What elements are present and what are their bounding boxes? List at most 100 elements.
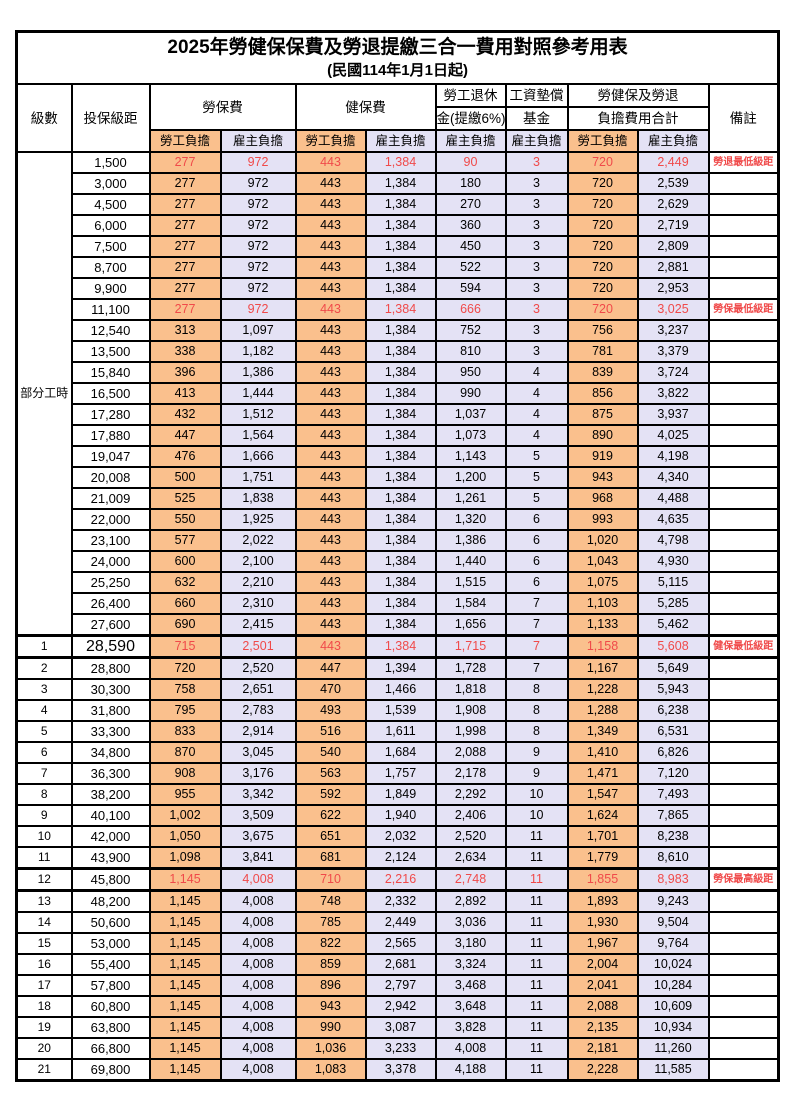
bracket-cell: 7,500: [70, 235, 151, 258]
wage-fund-employer-cell: 7: [504, 656, 569, 680]
health-employee-cell: 443: [294, 445, 367, 468]
table-body: 部分工時 1,500 277 972 443 1,384 90 3 720 2,449 勞退最低級距…: [15, 151, 780, 1082]
subheader-total-employee: 勞工負擔: [566, 129, 639, 153]
labor-employer-cell: 2,210: [219, 571, 297, 594]
total-employer-cell: 4,488: [636, 487, 710, 510]
remark-cell: [707, 846, 780, 870]
remark-cell: [707, 656, 780, 680]
total-employer-cell: 2,539: [636, 172, 710, 195]
labor-employee-cell: 1,002: [148, 804, 222, 827]
total-employer-cell: 4,025: [636, 424, 710, 447]
wage-fund-employer-cell: 4: [504, 361, 569, 384]
remark-cell: 健保最低級距: [707, 634, 780, 659]
level-cell: 5: [15, 720, 73, 743]
health-employer-cell: 1,384: [364, 256, 437, 279]
table-row: 20 66,800 1,145 4,008 1,036 3,233 4,008 11 2,181…: [15, 1037, 780, 1060]
header-total-line2: 負擔費用合計: [566, 106, 710, 131]
health-employee-cell: 785: [294, 911, 367, 934]
health-employer-cell: 1,384: [364, 424, 437, 447]
remark-cell: [707, 361, 780, 384]
total-employer-cell: 5,115: [636, 571, 710, 594]
labor-employee-cell: 432: [148, 403, 222, 426]
pension-employer-cell: 2,892: [434, 889, 507, 913]
table-row: 8 38,200 955 3,342 592 1,849 2,292 10 1,547 7,493: [15, 783, 780, 806]
labor-employee-cell: 396: [148, 361, 222, 384]
remark-cell: [707, 911, 780, 934]
remark-cell: [707, 403, 780, 426]
total-employee-cell: 1,167: [566, 656, 639, 680]
health-employee-cell: 859: [294, 953, 367, 976]
level-cell: 12: [15, 867, 73, 892]
total-employer-cell: 6,826: [636, 741, 710, 764]
health-employer-cell: 1,384: [364, 550, 437, 573]
bracket-cell: 17,280: [70, 403, 151, 426]
labor-employer-cell: 2,520: [219, 656, 297, 680]
pension-employer-cell: 1,998: [434, 720, 507, 743]
wage-fund-employer-cell: 11: [504, 911, 569, 934]
pension-employer-cell: 1,386: [434, 529, 507, 552]
pension-employer-cell: 3,648: [434, 995, 507, 1018]
pension-employer-cell: 1,728: [434, 656, 507, 680]
total-employer-cell: 9,764: [636, 932, 710, 955]
total-employee-cell: 1,133: [566, 613, 639, 637]
bracket-cell: 53,000: [70, 932, 151, 955]
pension-employer-cell: 360: [434, 214, 507, 237]
level-cell: 6: [15, 741, 73, 764]
total-employee-cell: 2,041: [566, 974, 639, 997]
remark-cell: [707, 741, 780, 764]
wage-fund-employer-cell: 8: [504, 678, 569, 701]
table-row: 23,100 577 2,022 443 1,384 1,386 6 1,020 4,798: [17, 529, 780, 552]
total-employer-cell: 2,809: [636, 235, 710, 258]
remark-cell: [707, 466, 780, 489]
header-remark: 備註: [707, 83, 780, 153]
health-employee-cell: 443: [294, 340, 367, 363]
health-employee-cell: 516: [294, 720, 367, 743]
health-employee-cell: 748: [294, 889, 367, 913]
labor-employer-cell: 4,008: [219, 953, 297, 976]
health-employee-cell: 493: [294, 699, 367, 722]
pension-employer-cell: 1,584: [434, 592, 507, 615]
bracket-cell: 48,200: [70, 889, 151, 913]
pension-employer-cell: 1,261: [434, 487, 507, 510]
total-employer-cell: 3,724: [636, 361, 710, 384]
health-employee-cell: 943: [294, 995, 367, 1018]
table-row: 17,880 447 1,564 443 1,384 1,073 4 890 4,025: [17, 424, 780, 447]
total-employer-cell: 4,798: [636, 529, 710, 552]
subheader-wage-fund-employer: 雇主負擔: [504, 129, 569, 153]
bracket-cell: 63,800: [70, 1016, 151, 1039]
wage-fund-employer-cell: 4: [504, 424, 569, 447]
health-employer-cell: 1,384: [364, 508, 437, 531]
header-level: 級數: [15, 83, 73, 153]
health-employer-cell: 1,384: [364, 277, 437, 300]
wage-fund-employer-cell: 3: [504, 151, 569, 174]
health-employer-cell: 2,032: [364, 825, 437, 848]
table-row: 7,500 277 972 443 1,384 450 3 720 2,809: [17, 235, 780, 258]
wage-fund-employer-cell: 11: [504, 995, 569, 1018]
premium-table: 2025年勞健保保費及勞退提繳三合一費用對照參考用表 (民國114年1月1日起)…: [15, 30, 781, 1082]
labor-employer-cell: 2,783: [219, 699, 297, 722]
labor-employee-cell: 277: [148, 298, 222, 321]
health-employer-cell: 1,384: [364, 172, 437, 195]
remark-cell: [707, 762, 780, 785]
labor-employee-cell: 277: [148, 193, 222, 216]
total-employee-cell: 781: [566, 340, 639, 363]
header-pension-line1: 勞工退休: [434, 83, 507, 108]
title-cell: 2025年勞健保保費及勞退提繳三合一費用對照參考用表 (民國114年1月1日起): [15, 30, 780, 85]
wage-fund-employer-cell: 11: [504, 974, 569, 997]
table-row: 14 50,600 1,145 4,008 785 2,449 3,036 11 1,930 9,…: [15, 911, 780, 934]
total-employer-cell: 4,198: [636, 445, 710, 468]
pension-employer-cell: 3,468: [434, 974, 507, 997]
health-employee-cell: 443: [294, 193, 367, 216]
health-employer-cell: 1,384: [364, 193, 437, 216]
labor-employee-cell: 1,145: [148, 953, 222, 976]
bracket-cell: 20,008: [70, 466, 151, 489]
total-employer-cell: 5,649: [636, 656, 710, 680]
table-row: 部分工時 1,500 277 972 443 1,384 90 3 720 2,449 勞退最低級距: [15, 151, 780, 637]
bracket-cell: 26,400: [70, 592, 151, 615]
table-row: 4 31,800 795 2,783 493 1,539 1,908 8 1,288 6,238: [15, 699, 780, 722]
total-employer-cell: 4,340: [636, 466, 710, 489]
labor-employee-cell: 715: [148, 634, 222, 659]
pension-employer-cell: 4,188: [434, 1058, 507, 1082]
health-employer-cell: 1,384: [364, 634, 437, 659]
